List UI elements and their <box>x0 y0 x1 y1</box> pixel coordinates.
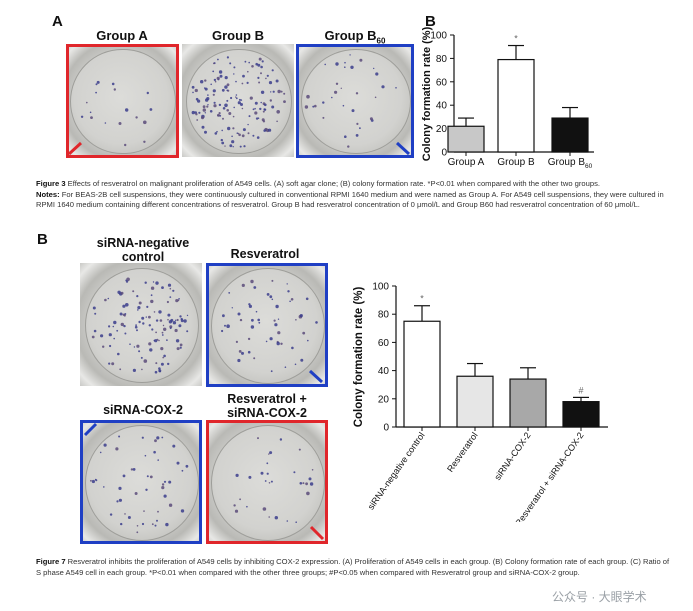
dish-label-negative-control: siRNA-negative control <box>96 236 190 264</box>
y-tick-label: 20 <box>378 394 390 405</box>
x-tick-label: Group B60 <box>548 157 593 170</box>
caption-title: Figure 3 <box>36 179 66 188</box>
x-tick-label: Resveratrol <box>445 430 480 473</box>
significance-mark: * <box>420 294 424 304</box>
bar <box>403 320 441 428</box>
y-axis-label: Colony formation rate (%) <box>353 287 365 428</box>
significance-mark: * <box>514 34 518 44</box>
bar <box>456 375 494 428</box>
bar <box>447 125 485 153</box>
caption-text: Resveratrol inhibits the proliferation o… <box>36 557 670 577</box>
x-tick-label: siRNA-COX-2 <box>492 430 532 482</box>
corner-mark <box>308 369 324 384</box>
bar <box>562 401 600 428</box>
y-tick-label: 0 <box>441 148 447 159</box>
corner-mark <box>83 422 98 437</box>
group-b60-label: Group B60 <box>324 28 386 46</box>
dish-resveratrol <box>206 263 328 387</box>
y-tick-label: 100 <box>372 282 389 293</box>
red-frame <box>206 420 328 544</box>
soft-agar-dish-group-b60 <box>296 44 414 157</box>
caption-notes-text: For BEAS-2B cell suspensions, they were … <box>36 189 664 210</box>
x-tick-label: siRNA-negative control <box>366 430 427 511</box>
fig3-panel-b-letter: B <box>425 13 436 30</box>
y-tick-label: 80 <box>436 54 448 65</box>
blue-frame <box>296 44 414 158</box>
dish-label-resveratrol-sirna-cox2: Resveratrol + siRNA-COX-2 <box>227 392 307 420</box>
y-tick-label: 60 <box>436 77 448 88</box>
soft-agar-dish-group-b <box>182 44 294 157</box>
blue-frame <box>206 263 328 387</box>
significance-mark: # <box>578 385 583 395</box>
figure-3-caption: Figure 3 Effects of resveratrol on malig… <box>36 179 676 211</box>
caption-title: Figure 7 <box>36 557 66 566</box>
fig3-panel-a-letter: A <box>52 13 63 30</box>
y-tick-label: 0 <box>383 423 389 434</box>
y-tick-label: 40 <box>436 101 448 112</box>
x-tick-label: Group B <box>497 157 535 168</box>
corner-mark <box>68 141 83 156</box>
y-tick-label: 80 <box>378 310 390 321</box>
dish-sirna-cox2 <box>80 420 202 544</box>
corner-mark <box>395 141 411 156</box>
soft-agar-dish-group-a <box>66 44 178 157</box>
blue-frame <box>80 420 202 544</box>
watermark: 公众号 · 大眼学术 <box>552 590 647 604</box>
y-tick-label: 60 <box>378 338 390 349</box>
bar <box>551 117 589 153</box>
caption-notes-label: Notes: <box>36 189 60 199</box>
bar <box>509 378 547 428</box>
y-tick-label: 20 <box>436 124 448 135</box>
red-frame <box>66 44 179 158</box>
caption-text: Effects of resveratrol on malignant prol… <box>65 179 600 188</box>
group-a-label: Group A <box>96 28 148 43</box>
dish-label-resveratrol: Resveratrol <box>230 247 300 261</box>
fig7-panel-b-letter: B <box>37 231 48 248</box>
dish-label-sirna-cox2: siRNA-COX-2 <box>103 403 183 417</box>
fig7-colony-rate-chart: 0 20 40 60 80 100 Colony formation rate (%) * si… <box>353 282 608 522</box>
bar <box>497 58 535 153</box>
corner-mark <box>309 525 325 541</box>
x-tick-label: Group A <box>448 157 485 168</box>
y-axis-label: Colony formation rate (%) <box>421 26 433 161</box>
y-tick-label: 40 <box>378 366 390 377</box>
dish-negative-control <box>80 263 202 386</box>
y-tick-label: 100 <box>430 31 447 42</box>
figure-7-caption: Figure 7 Resveratrol inhibits the prolif… <box>36 557 676 578</box>
dish-resveratrol-sirna-cox2 <box>206 420 328 544</box>
group-b-label: Group B <box>212 28 264 43</box>
